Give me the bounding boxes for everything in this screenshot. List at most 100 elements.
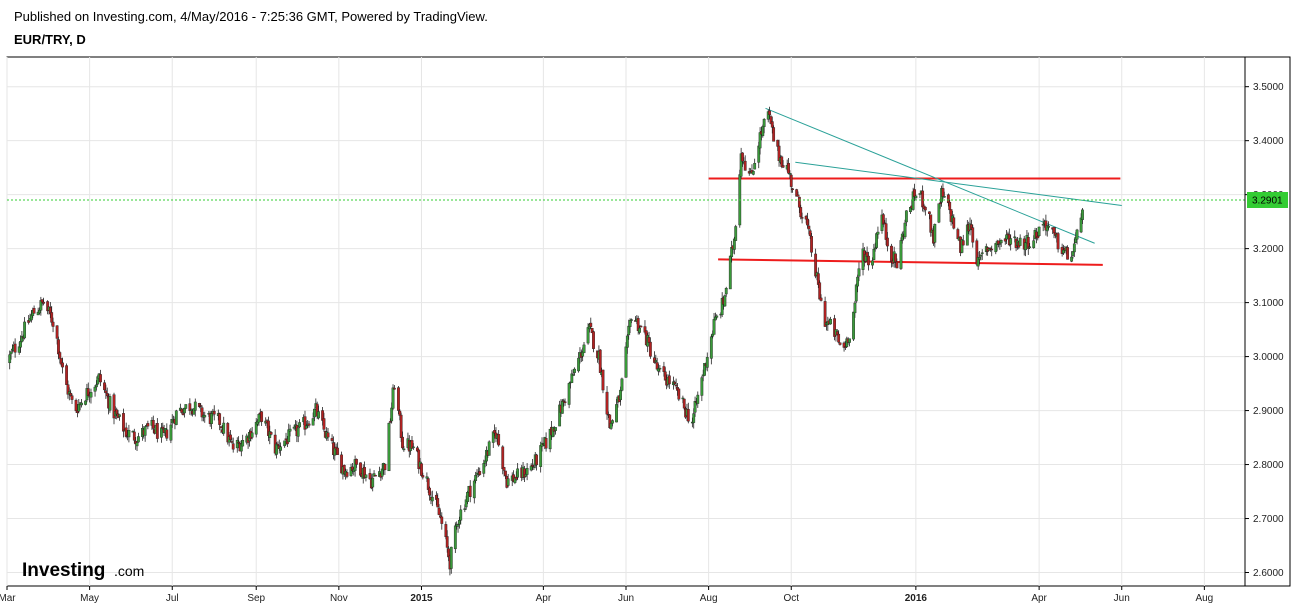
candle-body [1056,233,1060,250]
candle-body [853,302,857,314]
candle-body [743,160,747,171]
candle-body [364,474,368,478]
published-caption: Published on Investing.com, 4/May/2016 -… [14,9,488,24]
candle-body [345,472,349,477]
candle-body [487,441,491,456]
candle-body [563,401,567,403]
candle-body [797,196,801,208]
candle-body [611,420,614,424]
candle-body [592,331,595,349]
candle-body [814,253,818,277]
candle-body [873,247,877,250]
candle-body [105,393,109,396]
candle-body [94,384,98,388]
time-axis[interactable]: Mar May Jul Sep Nov 2015 Apr Jun Aug Oct 2016 Apr Ju… [0,586,1213,604]
candle-body [222,422,226,434]
candle-body [298,422,301,428]
candle-body [368,473,372,480]
candle-body [1024,242,1027,251]
candle-body [279,446,283,451]
candle-body [108,396,112,411]
candle-body [17,346,21,353]
candle-body [203,415,207,418]
candle-body [398,410,402,416]
candle-body [914,195,918,199]
candle-body [904,210,908,223]
candle-body [283,440,287,447]
candle-body [493,430,497,434]
candle-body [856,276,860,287]
candle-body [8,354,12,364]
candle-body [122,413,125,432]
candle-body [402,448,406,451]
candle-body [183,407,186,414]
candle-body [852,311,855,340]
candle-body [900,233,904,241]
candle-body [472,480,476,499]
candle-body [941,188,945,197]
candle-body [876,231,880,235]
candle-body [84,400,87,405]
candle-body [937,203,941,223]
candle-body [871,260,874,266]
candle-body [1062,249,1065,254]
price-axis[interactable]: 3.50003.40003.30003.20003.10003.00002.90… [1245,82,1288,579]
candle-body [780,156,784,167]
candle-body [501,446,505,470]
candle-body [165,429,169,439]
candle-body [601,369,605,391]
candle-body [497,434,501,446]
candle-body [482,463,486,474]
candle-body [609,423,613,429]
candle-body [219,426,223,428]
candle-body [978,257,981,260]
candle-body [980,252,984,254]
y-tick-label: 3.1000 [1253,298,1284,309]
y-tick-label: 3.5000 [1253,82,1284,93]
y-tick-label: 3.4000 [1253,136,1284,147]
candle-body [709,336,713,359]
candle-body [788,173,792,175]
candle-body [57,339,60,355]
candle-body [990,248,994,251]
support-resistance-line [718,258,1103,266]
candle-body [169,424,173,441]
candle-body [715,315,719,318]
candle-body [857,268,861,277]
candle-body [363,467,366,479]
candle-body [899,240,903,269]
candle-body [401,436,404,449]
candle-body [506,478,510,486]
candle-body [313,408,316,418]
candle-body [311,418,315,426]
x-tick-label: 2016 [905,593,928,604]
candle-body [627,325,631,336]
candle-body [387,422,391,472]
symbol-title: EUR/TRY, D [14,32,86,47]
candle-body [229,434,232,440]
candle-body [619,389,622,401]
x-tick-label: Apr [536,593,552,604]
candle-body [210,413,213,424]
candle-body [838,342,842,345]
candle-body [654,360,658,362]
candle-body [796,194,800,197]
candle-body [741,152,744,162]
candle-body [374,474,377,477]
candle-body [188,403,192,411]
candle-body [923,206,927,211]
candle-body [307,423,311,426]
candle-body [589,322,593,328]
candle-body [1052,227,1056,234]
candle-body [1009,238,1013,245]
candle-body [428,487,431,496]
candle-body [478,471,482,475]
candle-body [987,248,991,251]
candle-body [437,507,441,515]
x-tick-label: Aug [700,593,718,604]
x-tick-label: Mar [0,593,16,604]
candle-body [768,110,771,115]
candle-body [571,374,575,376]
candle-body [19,341,22,348]
